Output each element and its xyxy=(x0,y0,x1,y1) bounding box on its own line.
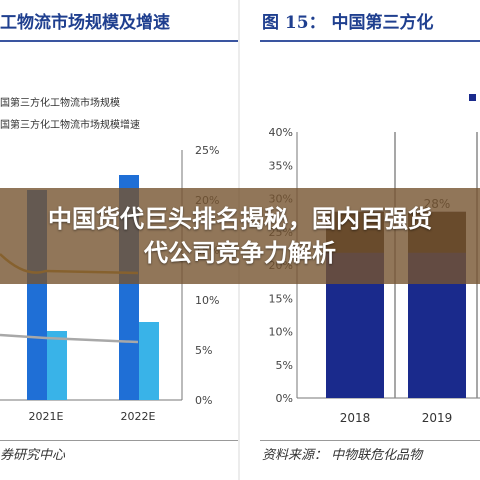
left-y2-tick-label: 10% xyxy=(195,294,219,307)
headline-text: 中国货代巨头排名揭秘，国内百强货代公司竞争力解析 xyxy=(48,205,432,267)
right-legend-swatch xyxy=(469,94,476,101)
left-x-tick-label: 2021E xyxy=(29,410,64,423)
right-source-rule xyxy=(260,440,480,441)
right-y-tick-label: 10% xyxy=(269,326,293,339)
left-bar-series2 xyxy=(47,331,67,400)
left-line-secondary xyxy=(0,333,139,344)
left-y2-tick-label: 25% xyxy=(195,144,219,157)
left-legend-item-1: 国第三方化工物流市场规模 xyxy=(0,98,120,109)
left-y2-tick-label: 0% xyxy=(195,394,212,407)
left-legend-item-2: 国第三方化工物流市场规模增速 xyxy=(0,120,140,131)
headline-banner: 中国货代巨头排名揭秘，国内百强货代公司竞争力解析 xyxy=(0,188,480,284)
right-y-tick-label: 40% xyxy=(269,126,293,139)
left-title-rule xyxy=(0,40,240,42)
right-y-tick-label: 35% xyxy=(269,159,293,172)
right-y-tick-label: 0% xyxy=(276,392,293,405)
right-x-tick-label: 2018 xyxy=(340,411,371,425)
right-figure-title: 图 15： 中国第三方化 xyxy=(262,13,434,33)
right-source-note: 资料来源： 中物联危化品物 xyxy=(262,448,423,463)
right-title-rule xyxy=(260,40,480,42)
left-source-rule xyxy=(0,440,240,441)
left-figure-title: 工物流市场规模及增速 xyxy=(0,13,170,33)
left-source-note: 券研究中心 xyxy=(0,448,66,463)
right-y-tick-label: 5% xyxy=(276,359,293,372)
right-y-tick-label: 15% xyxy=(269,292,293,305)
right-x-tick-label: 2019 xyxy=(422,411,453,425)
left-x-tick-label: 2022E xyxy=(121,410,156,423)
left-bar-series2 xyxy=(139,322,159,400)
left-y2-tick-label: 5% xyxy=(195,344,212,357)
